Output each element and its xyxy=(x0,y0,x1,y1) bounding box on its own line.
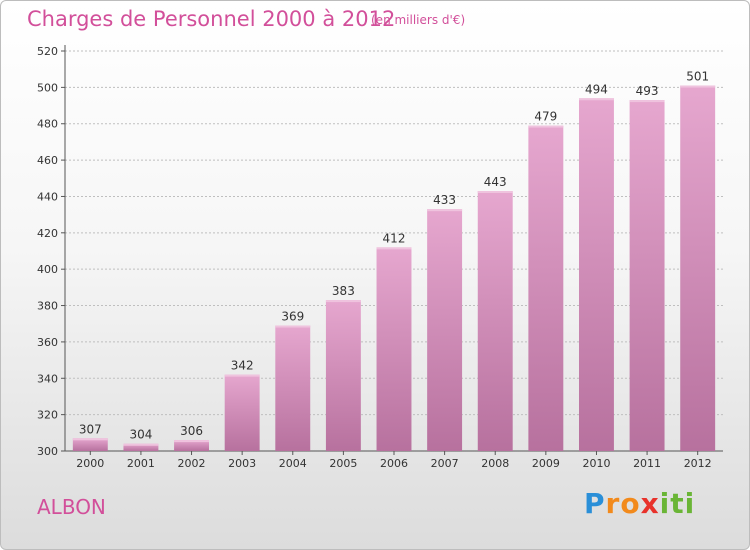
y-tick-label: 440 xyxy=(37,190,58,203)
x-tick-label: 2009 xyxy=(532,457,560,470)
bar xyxy=(72,438,108,451)
bar-highlight xyxy=(578,98,614,101)
x-tick-label: 2004 xyxy=(279,457,307,470)
bar-highlight xyxy=(123,443,159,446)
x-tick-label: 2007 xyxy=(431,457,459,470)
bar-highlight xyxy=(325,300,361,303)
bar-value-label: 304 xyxy=(129,428,152,442)
bar-value-label: 306 xyxy=(180,424,203,438)
x-tick-label: 2001 xyxy=(127,457,155,470)
x-tick-label: 2000 xyxy=(76,457,104,470)
bar-highlight xyxy=(72,438,108,441)
bar xyxy=(629,100,665,451)
x-tick-label: 2006 xyxy=(380,457,408,470)
x-tick-label: 2002 xyxy=(178,457,206,470)
x-tick-label: 2010 xyxy=(582,457,610,470)
y-tick-label: 380 xyxy=(37,300,58,313)
logo-letter: o xyxy=(620,487,641,520)
bar-highlight xyxy=(528,125,564,128)
logo-letter: P xyxy=(584,487,606,520)
bar xyxy=(123,443,159,451)
y-tick-label: 460 xyxy=(37,154,58,167)
x-tick-label: 2012 xyxy=(684,457,712,470)
bar xyxy=(376,247,412,451)
x-tick-label: 2003 xyxy=(228,457,256,470)
chart-subtitle: (en milliers d'€) xyxy=(371,13,466,27)
bar xyxy=(427,209,463,451)
bar-highlight xyxy=(224,374,260,377)
logo-letter: x xyxy=(640,487,660,520)
bar-highlight xyxy=(376,247,412,250)
chart-title: Charges de Personnel 2000 à 2012 xyxy=(27,7,396,31)
bar xyxy=(325,300,361,451)
bar xyxy=(578,98,614,451)
bar-highlight xyxy=(174,440,210,443)
x-tick-label: 2005 xyxy=(329,457,357,470)
bar xyxy=(224,374,260,451)
bar-value-label: 443 xyxy=(484,175,507,189)
y-tick-label: 520 xyxy=(37,45,58,58)
y-tick-label: 480 xyxy=(37,118,58,131)
bar-highlight xyxy=(629,100,665,103)
bar-value-label: 412 xyxy=(383,231,406,245)
bar-value-label: 494 xyxy=(585,82,608,96)
bar-value-label: 342 xyxy=(231,359,254,373)
logo-letter: t xyxy=(670,487,685,520)
bars xyxy=(72,85,716,451)
bar-highlight xyxy=(275,325,311,328)
logo-letter: i xyxy=(659,487,671,520)
bar-highlight xyxy=(680,85,716,88)
proxiti-logo: Proxiti xyxy=(584,487,695,520)
bar xyxy=(477,191,513,451)
city-name: ALBON xyxy=(37,495,106,519)
bar xyxy=(680,85,716,451)
bar xyxy=(528,125,564,451)
x-tick-label: 2011 xyxy=(633,457,661,470)
y-tick-label: 300 xyxy=(37,445,58,458)
bar-value-label: 307 xyxy=(79,422,102,436)
bar xyxy=(275,325,311,451)
labels: 300 320 340 360 380 400 420 440 460 480 500 520 307 2… xyxy=(37,45,712,470)
bar-value-label: 493 xyxy=(636,84,659,98)
logo-letter: i xyxy=(684,487,696,520)
logo-letter: r xyxy=(605,487,621,520)
bar-highlight xyxy=(477,191,513,193)
bar-value-label: 501 xyxy=(686,70,709,84)
bar xyxy=(174,440,210,451)
y-tick-label: 320 xyxy=(37,409,58,422)
bar-value-label: 383 xyxy=(332,284,355,298)
y-tick-label: 400 xyxy=(37,263,58,276)
y-tick-label: 340 xyxy=(37,372,58,385)
x-tick-label: 2008 xyxy=(481,457,509,470)
bar-highlight xyxy=(427,209,463,212)
bar-value-label: 369 xyxy=(281,310,304,324)
bar-value-label: 433 xyxy=(433,193,456,207)
y-tick-label: 360 xyxy=(37,336,58,349)
y-tick-label: 500 xyxy=(37,81,58,94)
bar-value-label: 479 xyxy=(534,110,557,124)
y-tick-label: 420 xyxy=(37,227,58,240)
